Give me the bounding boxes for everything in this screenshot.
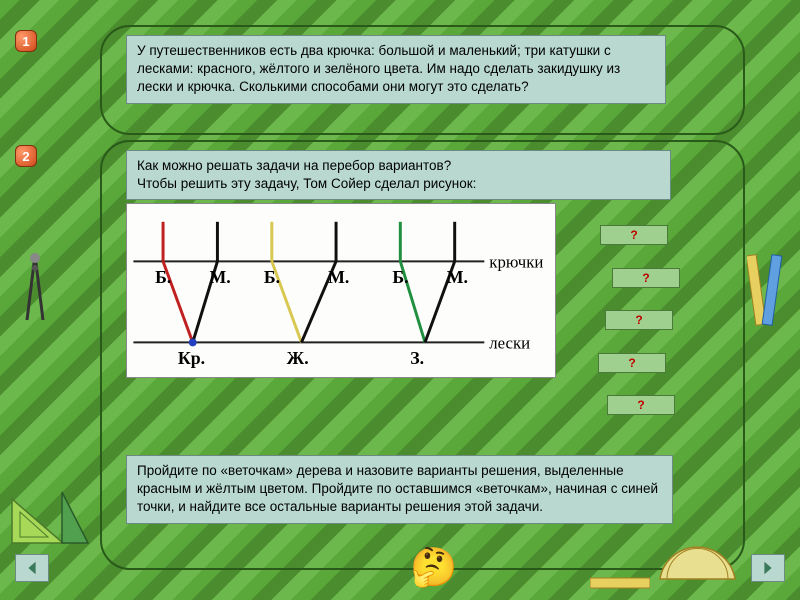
rulers-icon <box>747 250 785 330</box>
answer-box-1[interactable]: ? <box>612 268 680 288</box>
svg-text:Кр.: Кр. <box>178 348 205 368</box>
svg-text:М.: М. <box>210 267 231 287</box>
svg-text:М.: М. <box>447 267 468 287</box>
svg-text:лески: лески <box>489 333 530 352</box>
ruler-bottom-icon <box>590 576 650 590</box>
protractor-icon <box>655 537 740 582</box>
svg-text:Ж.: Ж. <box>287 348 309 368</box>
answer-box-3[interactable]: ? <box>598 353 666 373</box>
textbox2-line1: Как можно решать задачи на перебор вариа… <box>137 158 451 173</box>
thinking-emoji-icon: 🤔 <box>410 546 457 590</box>
textbox-question: Как можно решать задачи на перебор вариа… <box>126 150 671 200</box>
svg-text:М.: М. <box>328 267 349 287</box>
svg-text:крючки: крючки <box>489 252 543 271</box>
svg-text:Б.: Б. <box>264 267 280 287</box>
answer-box-0[interactable]: ? <box>600 225 668 245</box>
textbox-problem: У путешественников есть два крючка: боль… <box>126 35 666 104</box>
badge-1: 1 <box>15 30 37 52</box>
textbox-instruction: Пройдите по «веточкам» дерева и назовите… <box>126 455 673 524</box>
svg-text:Б.: Б. <box>392 267 408 287</box>
textbox2-line2: Чтобы решить эту задачу, Том Сойер сдела… <box>137 176 476 191</box>
next-button[interactable] <box>751 554 785 582</box>
prev-button[interactable] <box>15 554 49 582</box>
compass-icon <box>15 250 55 330</box>
tree-diagram: Б. М. Б. М. Б. М. крючки Кр. Ж. З. лески <box>126 203 556 378</box>
answer-box-4[interactable]: ? <box>607 395 675 415</box>
svg-text:З.: З. <box>410 348 424 368</box>
svg-text:Б.: Б. <box>155 267 171 287</box>
set-square-yellow-icon <box>10 497 65 545</box>
set-square-green-icon <box>60 490 90 545</box>
badge-2: 2 <box>15 145 37 167</box>
answer-box-2[interactable]: ? <box>605 310 673 330</box>
